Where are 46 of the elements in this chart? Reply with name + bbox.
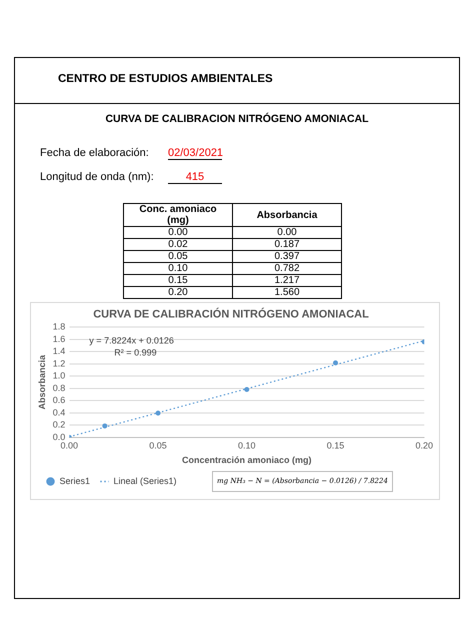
text: Fecha de elaboración:	[40, 147, 149, 159]
y-tick-label: 0.6	[52, 395, 66, 406]
x-tick-label: 0.05	[149, 440, 167, 450]
text: 02/03/2021	[168, 147, 224, 160]
text: 0.00	[124, 226, 232, 238]
legend-label: Series1	[60, 476, 90, 486]
y-axis-title: Absorbancia	[36, 354, 47, 410]
x-tick-label: 0.10	[238, 440, 256, 450]
text: Absorbancia	[232, 204, 342, 226]
text: 0.187	[232, 238, 342, 250]
point	[156, 410, 161, 416]
text: 0.782	[232, 262, 342, 274]
text: 0.02	[124, 238, 232, 250]
text: 415	[168, 171, 222, 184]
x-tick-label: 0.15	[326, 440, 344, 450]
text: 0.05	[124, 250, 232, 262]
y-tick-label: 1.8	[52, 322, 66, 332]
chart-title: CURVA DE CALIBRACIÓN NITRÓGENO AMONIACAL	[93, 308, 370, 321]
x-axis-title: Concentración amoniaco (mg)	[182, 455, 312, 466]
x-tick-label: 0.00	[60, 440, 78, 450]
annotation: y = 7.8224x + 0.0126	[89, 336, 174, 346]
y-tick-label: 1.6	[52, 334, 66, 344]
text: Longitud de onda (nm):	[40, 171, 154, 183]
x-tick-label: 0.20	[415, 440, 434, 450]
text: 1.560	[232, 286, 342, 298]
legend-label: Lineal (Series1)	[114, 476, 177, 486]
text: CURVA DE CALIBRACION NITRÓGENO AMONIACAL	[104, 113, 370, 125]
y-tick-label: 1.4	[52, 346, 66, 356]
text: 0.15	[124, 274, 232, 286]
y-tick-label: 0.8	[52, 382, 66, 393]
text: 0.10	[124, 262, 232, 274]
y-tick-label: 1.2	[52, 358, 66, 368]
text: Conc. amoniaco (mg)	[124, 204, 232, 226]
text: CENTRO DE ESTUDIOS AMBIENTALES	[58, 73, 273, 85]
y-tick-label: 1.0	[52, 370, 66, 381]
point	[102, 423, 108, 428]
y-tick-label: 0.2	[52, 420, 66, 430]
text: 0.20	[124, 286, 232, 298]
y-tick-label: 0.0	[52, 432, 66, 442]
point	[244, 387, 250, 392]
annotation: R² = 0.999	[114, 348, 157, 358]
text: 0.397	[232, 250, 342, 262]
text: 1.217	[232, 274, 342, 286]
point	[333, 360, 338, 366]
y-tick-label: 0.4	[52, 407, 66, 418]
text: 0.00	[232, 226, 342, 238]
